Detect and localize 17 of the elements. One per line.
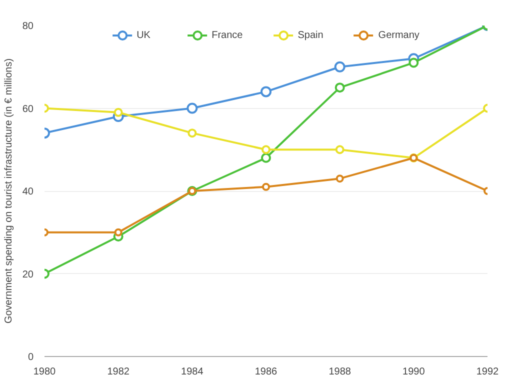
- x-tick-label: 1992: [476, 366, 500, 377]
- y-tick-label: 20: [22, 269, 34, 280]
- y-tick-label: 0: [28, 352, 34, 363]
- y-tick-label: 80: [22, 21, 34, 32]
- x-tick-label: 1988: [328, 366, 352, 377]
- x-tick-label: 1980: [33, 366, 56, 377]
- x-tick-label: 1990: [402, 366, 426, 377]
- x-tick-label: 1982: [107, 366, 130, 377]
- x-tick-label: 1986: [254, 366, 278, 377]
- y-tick-label: 40: [22, 186, 34, 198]
- legend-label: Spain: [298, 30, 324, 40]
- y-tick-label: 60: [22, 104, 34, 115]
- legend-label: Germany: [378, 30, 420, 40]
- y-axis-title: Government spending on tourist infrastructure (in € millions): [3, 58, 14, 324]
- legend-label: UK: [136, 30, 152, 40]
- legend-label: France: [212, 30, 243, 40]
- x-tick-label: 1984: [181, 366, 204, 377]
